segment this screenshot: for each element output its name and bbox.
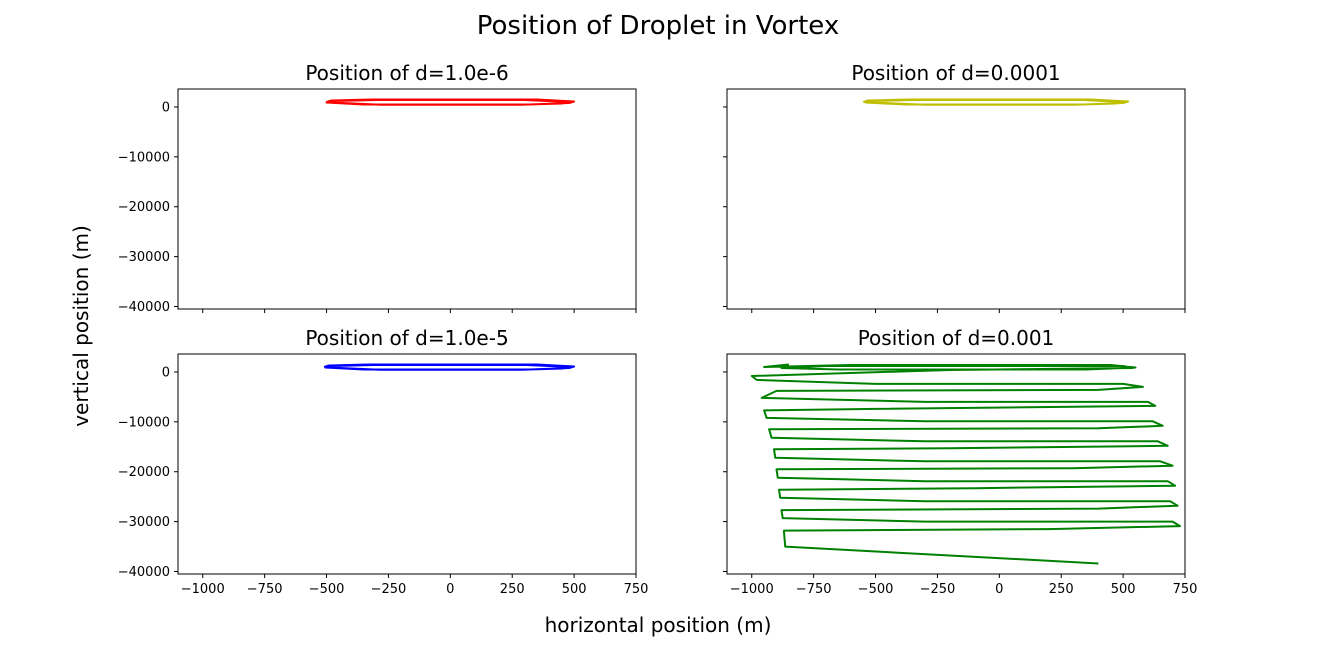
axes-frame	[726, 88, 1186, 310]
x-tick-label: −500	[309, 582, 345, 597]
axes-frame	[177, 88, 637, 310]
axes-frame	[177, 353, 637, 575]
x-tick-label: −250	[920, 582, 956, 597]
y-tick-label: −40000	[118, 300, 170, 315]
figure-title: Position of Droplet in Vortex	[477, 11, 840, 41]
series-line-0	[325, 98, 576, 106]
subplot-title: Position of d=1.0e-6	[305, 61, 508, 85]
subplot-title: Position of d=0.0001	[851, 61, 1060, 85]
y-tick-label: −20000	[118, 465, 170, 480]
x-tick-label: −500	[858, 582, 894, 597]
y-tick-label: −10000	[118, 415, 170, 430]
y-tick-label: 0	[162, 365, 170, 380]
x-tick-label: 0	[995, 582, 1003, 597]
subplot-bottom-left: Position of d=1.0e-5 −1000 −750 −500 −250 0 2…	[118, 326, 649, 597]
x-tick-label: −750	[247, 582, 283, 597]
subplot-title: Position of d=1.0e-5	[305, 326, 508, 350]
x-tick-label: 500	[1111, 582, 1136, 597]
x-tick-label: −750	[796, 582, 832, 597]
x-tick-label: 500	[562, 582, 587, 597]
series-line-0	[862, 98, 1130, 106]
y-tick-label: −40000	[118, 565, 170, 580]
x-tick-label: 750	[1173, 582, 1198, 597]
x-tick-label: 250	[500, 582, 525, 597]
x-tick-label: 750	[624, 582, 649, 597]
figure-x-label: horizontal position (m)	[545, 613, 772, 637]
y-tick-label: −10000	[118, 150, 170, 165]
series-line-0	[323, 363, 576, 371]
x-tick-label: −1000	[730, 582, 774, 597]
subplot-top-right: Position of d=0.0001	[723, 61, 1186, 313]
x-tick-label: −1000	[181, 582, 225, 597]
axes-frame	[726, 353, 1186, 575]
x-tick-label: 250	[1049, 582, 1074, 597]
subplot-title: Position of d=0.001	[858, 326, 1055, 350]
y-tick-label: −30000	[118, 250, 170, 265]
x-tick-label: 0	[446, 582, 454, 597]
y-tick-label: 0	[162, 100, 170, 115]
subplot-bottom-right: Position of d=0.001 −1000 −750 −500 −250 0 25…	[723, 326, 1197, 597]
figure-y-label: vertical position (m)	[69, 225, 93, 427]
y-tick-label: −20000	[118, 200, 170, 215]
subplot-top-left: Position of d=1.0e-6 0 −10000 −20000 −30000…	[118, 61, 637, 315]
x-tick-label: −250	[371, 582, 407, 597]
y-tick-label: −30000	[118, 515, 170, 530]
series-line-0	[750, 363, 1181, 565]
